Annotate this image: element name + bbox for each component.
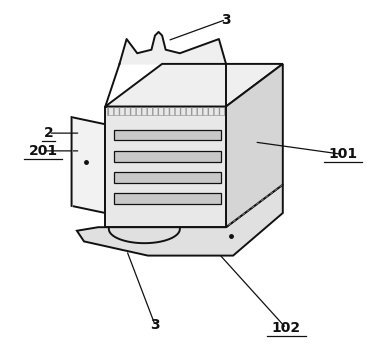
Polygon shape (114, 193, 221, 204)
Text: 2: 2 (44, 126, 53, 140)
Polygon shape (105, 64, 283, 106)
Text: 3: 3 (150, 318, 160, 332)
Polygon shape (114, 172, 221, 183)
Polygon shape (114, 130, 221, 140)
Polygon shape (72, 117, 105, 213)
Polygon shape (114, 151, 221, 162)
Text: 3: 3 (221, 12, 231, 27)
Polygon shape (120, 32, 226, 64)
Polygon shape (77, 185, 283, 256)
Text: 102: 102 (272, 321, 301, 335)
Polygon shape (105, 106, 226, 227)
Polygon shape (226, 64, 283, 227)
Text: 101: 101 (328, 147, 358, 162)
Text: 201: 201 (29, 144, 58, 158)
